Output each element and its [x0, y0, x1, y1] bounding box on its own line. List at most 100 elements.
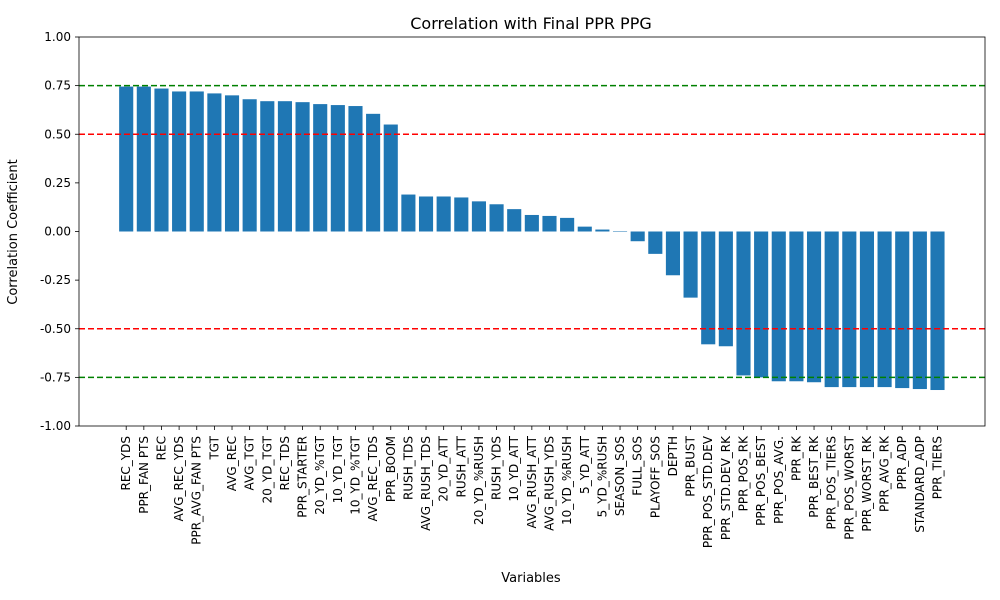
bar — [648, 231, 663, 254]
bar — [930, 231, 945, 391]
x-tick-label: 10_YD_TGT — [331, 435, 345, 503]
x-tick-label: PPR_POS_BEST — [754, 435, 768, 526]
x-tick-label: 20_YD_ATT — [437, 435, 451, 501]
bar — [136, 86, 151, 232]
bar — [771, 231, 786, 382]
bar — [172, 91, 187, 232]
x-tick-label: 20_YD_TGT — [260, 435, 274, 503]
bar — [277, 101, 292, 232]
bar — [207, 93, 222, 232]
bar — [718, 231, 733, 347]
y-axis-label: Correlation Coefficient — [6, 159, 21, 305]
x-tick-label: PPR_TIERS — [931, 436, 945, 499]
y-tick-label: 0.50 — [44, 127, 71, 141]
plot-area: -1.00 -0.75 -0.50 -0.25 0.00 0.25 0.50 0.75 1.00… — [40, 30, 986, 548]
y-tick-label: -0.75 — [40, 370, 71, 384]
x-tick-label: PPR_BUST — [684, 435, 698, 496]
x-tick-label: 20_YD_%TGT — [313, 435, 327, 514]
x-tick-label: PPR_AVG_RK — [878, 435, 892, 512]
bar — [542, 215, 557, 232]
bar — [754, 231, 769, 378]
x-tick-label: PPR_POS_AVG. — [772, 436, 786, 524]
x-tick-label: AVG_TGT — [243, 435, 257, 490]
bar — [877, 231, 892, 388]
y-tick-label: 0.75 — [44, 79, 71, 93]
x-tick-label: PPR_STD.DEV_RK — [719, 435, 733, 540]
x-tick-label: RUSH_YDS — [490, 436, 504, 500]
x-tick-label: 10_YD_%RUSH — [560, 436, 574, 525]
chart-title: Correlation with Final PPR PPG — [410, 14, 652, 33]
bar — [489, 204, 504, 232]
bar — [471, 201, 486, 232]
bar — [507, 209, 522, 232]
x-tick-label: PPR_POS_TIERS — [825, 436, 839, 530]
bar — [454, 197, 469, 232]
bar — [665, 231, 681, 276]
x-tick-label: AVG_RUSH_TDS — [419, 436, 433, 531]
x-tick-label: PPR_POS_RK — [736, 435, 750, 511]
x-tick-label: PPR_FAN PTS — [137, 436, 151, 514]
x-tick-label: DEPTH — [666, 436, 680, 476]
x-tick-label: AVG_REC_TDS — [366, 436, 380, 521]
bar — [560, 217, 575, 232]
x-tick-label: PLAYOFF_SOS — [648, 436, 662, 518]
x-tick-label: PPR_AVG_FAN PTS — [190, 436, 204, 545]
x-tick-label: AVG_REC_YDS — [172, 436, 186, 521]
y-tick-label: 0.00 — [44, 225, 71, 239]
x-tick-label: 10_YD_ATT — [507, 435, 521, 501]
bar — [366, 113, 381, 232]
x-tick-label: RUSH_ATT — [454, 435, 468, 497]
x-tick-label: PPR_POS_STD.DEV — [701, 435, 715, 548]
x-tick-label: REC — [154, 436, 168, 460]
x-tick-label: FULL_SOS — [631, 436, 645, 496]
bar — [242, 99, 257, 232]
bar — [630, 231, 645, 242]
bar — [612, 231, 628, 232]
x-tick-label: 5_YD_ATT — [578, 435, 592, 494]
x-tick-label: REC_YDS — [119, 436, 133, 491]
bar — [683, 231, 698, 298]
bar — [383, 124, 398, 232]
bar — [736, 231, 751, 376]
bar — [806, 231, 822, 383]
bar — [154, 88, 169, 232]
bar — [824, 231, 839, 388]
x-tick-label: PPR_STARTER — [296, 436, 310, 518]
bar — [436, 196, 451, 232]
y-tick-label: -1.00 — [40, 419, 71, 433]
bar — [842, 231, 857, 388]
x-tick-label: PPR_POS_WORST — [842, 435, 856, 539]
y-tick-label: -0.25 — [40, 273, 71, 287]
bar — [260, 101, 275, 232]
x-tick-label: PPR_WORST_RK — [860, 435, 874, 532]
x-tick-label: AVG_RUSH_ATT — [525, 435, 539, 528]
x-tick-label: 5_YD_%RUSH — [595, 436, 609, 517]
bar — [595, 229, 610, 232]
x-tick-label: STANDARD_ADP — [913, 436, 927, 533]
bar — [401, 194, 416, 232]
bar — [524, 214, 539, 232]
bar — [789, 231, 804, 382]
bar — [189, 91, 204, 232]
bar — [224, 95, 240, 232]
x-tick-label: PPR_RK — [789, 435, 803, 481]
y-tick-label: -0.50 — [40, 322, 71, 336]
bar — [295, 102, 310, 232]
x-tick-label: SEASON_SOS — [613, 436, 627, 516]
x-tick-label: AVG_RUSH_YDS — [542, 436, 556, 531]
x-tick-label: PPR_ADP — [895, 436, 909, 490]
bar — [701, 231, 716, 345]
x-tick-label: RUSH_TDS — [401, 436, 415, 500]
bar — [859, 231, 875, 388]
bar — [895, 231, 910, 389]
bar — [418, 196, 434, 232]
bar — [313, 104, 328, 232]
x-axis-label: Variables — [501, 571, 561, 586]
x-tick-label: PPR_BEST_RK — [807, 435, 821, 518]
bar — [348, 106, 363, 232]
x-tick-label: PPR_BOOM — [384, 436, 398, 502]
x-tick-label: 20_YD_%RUSH — [472, 436, 486, 525]
x-tick-label: AVG_REC — [225, 436, 239, 491]
